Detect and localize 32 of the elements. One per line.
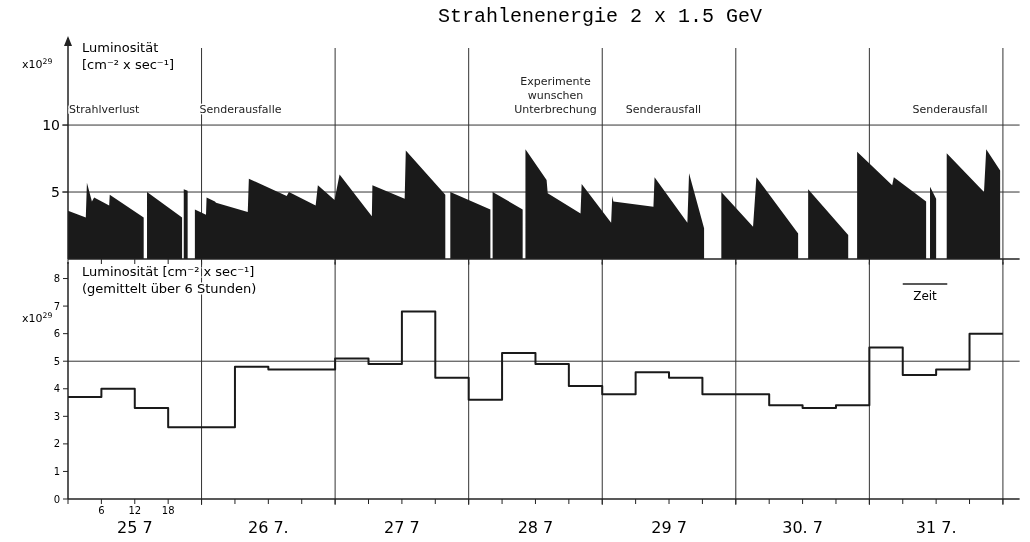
annotation: Senderausfall — [625, 103, 702, 117]
text: 25 7 — [116, 518, 153, 537]
y-tick-label: 10 — [42, 116, 60, 133]
annotation: Strahlverlust — [68, 103, 141, 117]
annotation: Zeit — [913, 289, 938, 303]
y-tick-label: 5 — [51, 183, 60, 200]
annotation: Experimente wunschen Unterbrechung — [514, 75, 597, 117]
text: 29 7 — [651, 518, 687, 537]
y-tick-label: 2 — [53, 438, 60, 450]
text: 28 7 — [517, 518, 554, 537]
text: 30. 7 — [782, 518, 823, 537]
y-tick-label: 6 — [53, 328, 60, 340]
x-tick-label: 12 — [128, 505, 142, 516]
chart-title: Strahlenenergie 2 x 1.5 GeV — [437, 5, 763, 28]
text: x10$^{29}$ — [22, 310, 53, 325]
x-tick-label: 6 — [98, 505, 105, 516]
y-tick-label: 3 — [53, 410, 60, 422]
y-axis-title: Luminosität — [82, 40, 159, 55]
y-tick-label: 8 — [53, 273, 60, 285]
y-tick-label: 1 — [53, 465, 60, 477]
annotation: Senderausfall — [912, 103, 988, 117]
y-tick-label: 7 — [53, 300, 60, 312]
text: 31 7. — [915, 518, 957, 537]
text: [cm⁻² x sec⁻¹] — [82, 57, 174, 72]
y-tick-label: 4 — [53, 383, 60, 395]
y-tick-label: 0 — [53, 493, 60, 505]
text: x10$^{29}$ — [22, 56, 53, 71]
x-tick-label: 18 — [161, 505, 175, 516]
text: 26 7. — [247, 518, 289, 537]
y-tick-label: 5 — [53, 355, 60, 367]
y-axis-title: Luminosität [cm⁻² x sec⁻¹] — [82, 264, 255, 279]
text: 27 7 — [384, 518, 420, 537]
